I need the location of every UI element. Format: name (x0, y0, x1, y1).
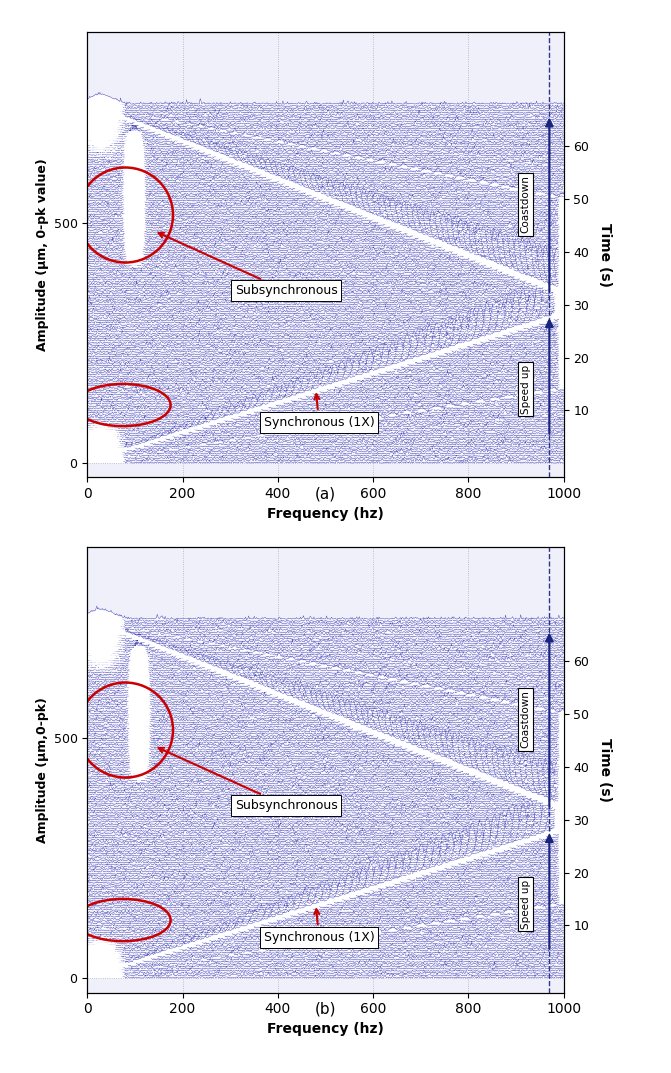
Text: Coastdown: Coastdown (521, 176, 531, 234)
Text: (b): (b) (315, 1002, 336, 1017)
Text: Speed up: Speed up (521, 880, 531, 929)
Text: Speed up: Speed up (521, 365, 531, 414)
Text: Subsynchronous: Subsynchronous (158, 233, 338, 297)
Text: Synchronous (1X): Synchronous (1X) (264, 394, 374, 429)
X-axis label: Frequency (hz): Frequency (hz) (267, 1021, 384, 1035)
Text: Synchronous (1X): Synchronous (1X) (264, 909, 374, 944)
Y-axis label: Time (s): Time (s) (598, 223, 611, 286)
Y-axis label: Amplitude (μm, 0-pk value): Amplitude (μm, 0-pk value) (36, 159, 50, 351)
Y-axis label: Amplitude (μm,0-pk): Amplitude (μm,0-pk) (36, 697, 50, 842)
Y-axis label: Time (s): Time (s) (598, 738, 611, 802)
Text: (a): (a) (315, 487, 336, 502)
Text: Subsynchronous: Subsynchronous (158, 748, 338, 812)
X-axis label: Frequency (hz): Frequency (hz) (267, 506, 384, 520)
Text: Coastdown: Coastdown (521, 691, 531, 749)
